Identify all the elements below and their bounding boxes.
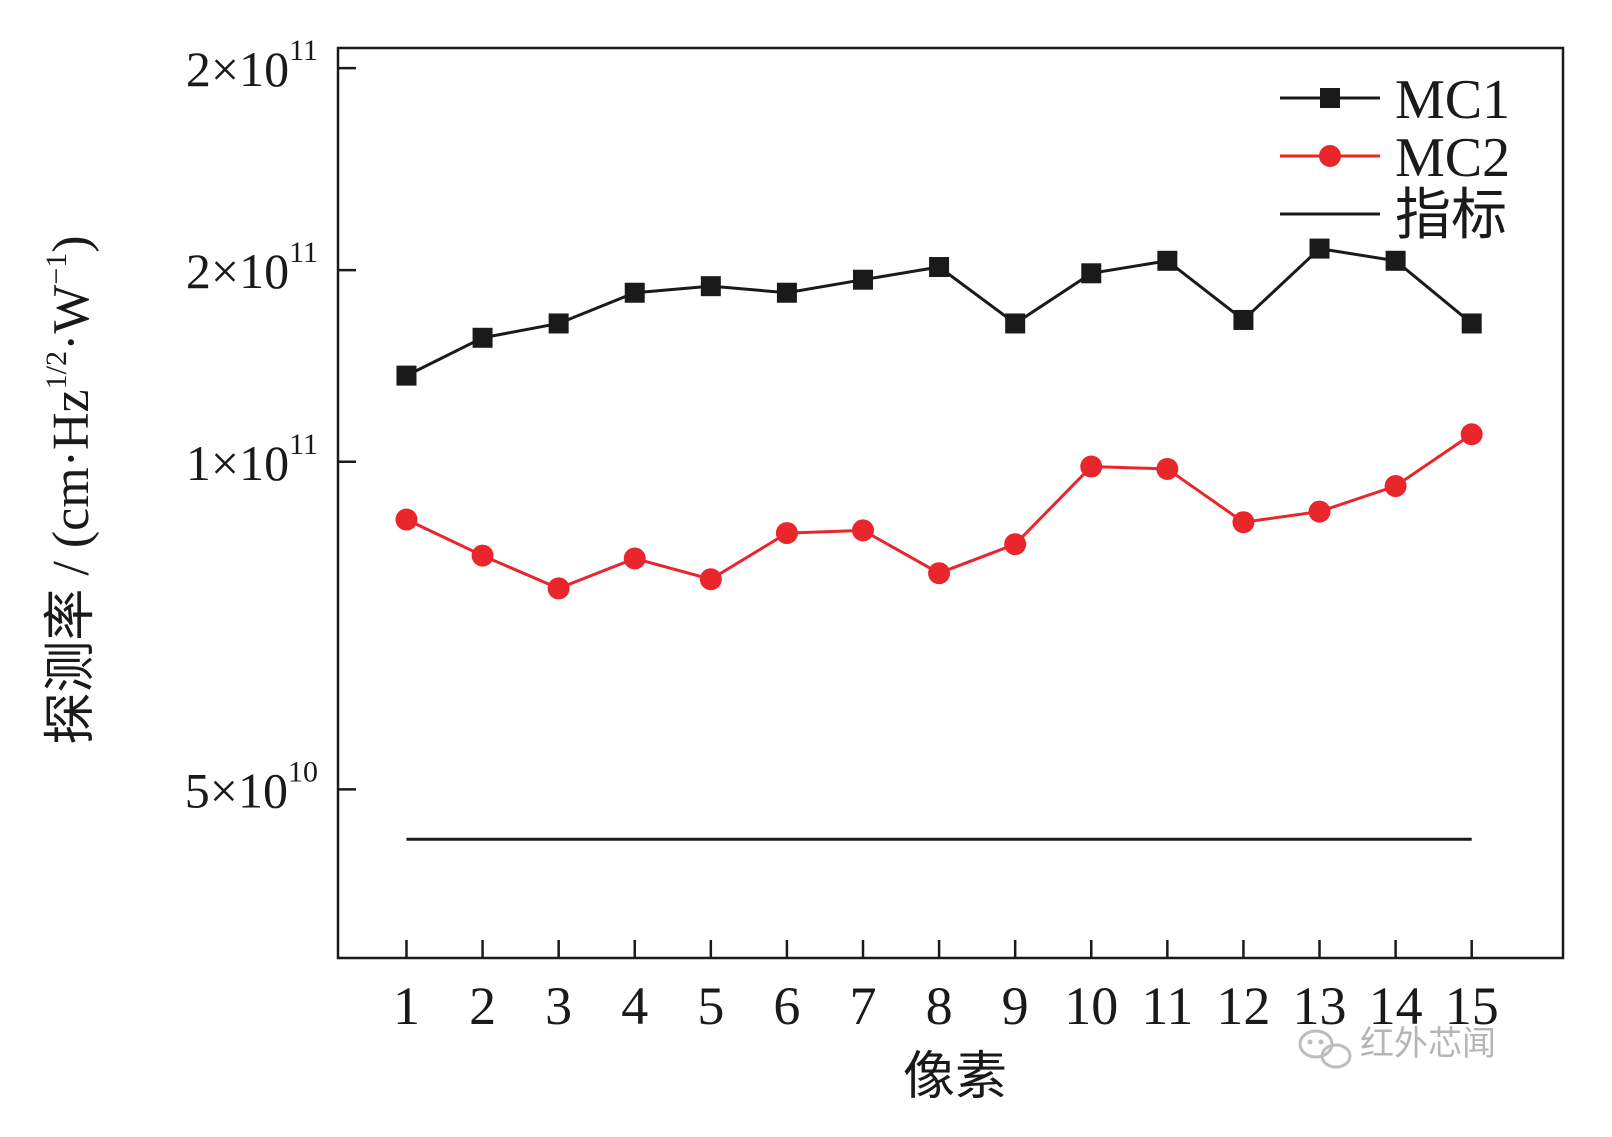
data-point-square (624, 282, 645, 303)
data-point-circle (471, 544, 494, 567)
watermark: 红外芯闻 (1298, 1024, 1496, 1069)
legend-label: 指标 (1395, 185, 1507, 247)
x-tick-label: 15 (1445, 976, 1499, 1036)
x-tick-label: 9 (1002, 976, 1029, 1036)
data-point-circle (547, 577, 570, 600)
y-axis-title-sup2: −1 (40, 253, 73, 285)
plot-frame (336, 46, 1565, 960)
x-tick-label: 2 (469, 976, 496, 1036)
data-point-square (853, 269, 873, 290)
y-tick-exponent: 11 (289, 428, 318, 461)
legend-marker-square (1320, 88, 1340, 108)
y-tick-label: 1×1011 (186, 428, 318, 491)
y-tick-label: 2×1011 (186, 236, 318, 299)
y-tick-label: 5×1010 (185, 755, 318, 818)
x-tick-label: 11 (1141, 976, 1193, 1036)
data-point-square (1309, 238, 1330, 259)
wechat-icon (1298, 1029, 1352, 1069)
y-axis-title-prefix: 探测率 / (cm·Hz (43, 389, 100, 744)
y-tick-base: 10 (238, 762, 288, 818)
y-tick-base: 10 (239, 41, 289, 97)
data-point-circle (1232, 511, 1255, 534)
x-tick-label: 8 (926, 976, 953, 1036)
x-tick-label: 7 (850, 976, 877, 1036)
data-point-circle (1308, 500, 1331, 523)
y-tick-times: × (211, 435, 239, 491)
x-tick-label: 14 (1369, 976, 1423, 1036)
data-point-square (1461, 313, 1482, 334)
data-point-circle (775, 522, 798, 545)
data-point-circle (852, 519, 874, 542)
x-tick-label: 3 (545, 976, 572, 1036)
data-point-circle (395, 508, 418, 531)
y-tick-base: 10 (239, 243, 289, 299)
y-axis-title-sup1: 1/2 (40, 351, 73, 389)
x-tick-label: 4 (621, 976, 648, 1036)
x-tick-label: 10 (1064, 976, 1118, 1036)
data-point-circle (1156, 457, 1179, 480)
x-tick-label: 13 (1293, 976, 1347, 1036)
data-point-square (396, 365, 417, 386)
x-axis-title: 像素 (903, 1049, 1007, 1106)
legend-marker-circle (1319, 145, 1341, 167)
x-tick-label: 5 (697, 976, 724, 1036)
data-point-square (548, 313, 569, 334)
data-point-circle (1004, 533, 1027, 556)
data-point-circle (699, 568, 722, 591)
x-tick-label: 12 (1216, 976, 1270, 1036)
x-ticks: 1 2 3 4 5 6 7 8 9 10 11 12 13 14 15 (393, 940, 1499, 1036)
y-tick-base: 10 (239, 435, 289, 491)
y-axis-title-mid: ·W (43, 285, 100, 351)
data-point-square (700, 276, 721, 297)
y-tick-exponent: 11 (289, 34, 318, 67)
series-1 (396, 238, 1482, 386)
data-point-square (1081, 263, 1102, 284)
data-point-circle (623, 547, 646, 570)
legend-label: MC1 (1395, 69, 1510, 131)
data-point-square (1385, 250, 1406, 271)
y-axis-title-suffix: ) (43, 235, 100, 252)
data-point-square (1233, 309, 1254, 330)
data-point-square (472, 327, 493, 348)
y-tick-times: × (211, 243, 239, 299)
y-tick-mantissa: 5 (185, 762, 210, 818)
data-point-circle (1460, 423, 1483, 446)
data-point-square (929, 257, 950, 278)
y-tick-times: × (211, 41, 239, 97)
series-2 (395, 423, 1483, 600)
y-tick-mantissa: 1 (186, 435, 211, 491)
data-point-circle (928, 562, 951, 585)
y-tick-mantissa: 2 (186, 41, 211, 97)
x-tick-label: 1 (393, 976, 420, 1036)
data-point-circle (1080, 455, 1103, 478)
legend-label: MC2 (1395, 127, 1510, 189)
legend-item: MC2 (1280, 127, 1510, 189)
axes (336, 46, 1565, 960)
y-tick-label: 2×1011 (186, 34, 318, 97)
data-point-square (1005, 313, 1026, 334)
data-point-circle (1384, 475, 1407, 498)
series-layer (395, 238, 1483, 841)
legend-item: MC1 (1280, 69, 1510, 131)
y-axis-title: 探测率 / (cm·Hz1/2·W−1) (40, 235, 100, 744)
y-tick-mantissa: 2 (186, 243, 211, 299)
y-tick-exponent: 10 (288, 755, 318, 788)
y-tick-times: × (210, 762, 238, 818)
data-point-square (776, 282, 797, 303)
x-tick-label: 6 (773, 976, 800, 1036)
watermark-text: 红外芯闻 (1360, 1024, 1496, 1064)
legend-item: 指标 (1280, 185, 1507, 247)
data-point-square (1157, 250, 1178, 271)
y-tick-exponent: 11 (289, 236, 318, 269)
